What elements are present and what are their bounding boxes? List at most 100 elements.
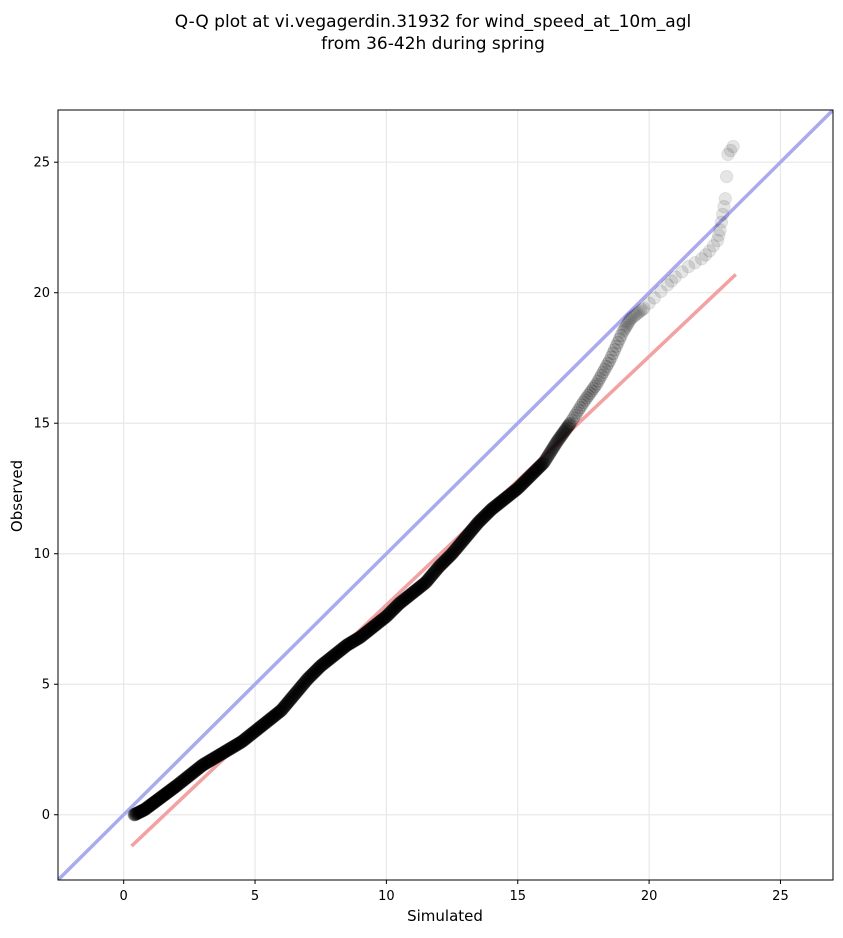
quantile-point xyxy=(421,573,435,587)
quantile-point xyxy=(459,529,474,544)
quantile-point xyxy=(541,448,556,462)
quantile-point xyxy=(276,701,290,715)
quantile-point xyxy=(550,434,564,449)
quantile-point xyxy=(390,598,405,612)
quantile-point xyxy=(130,806,144,821)
quantile-point xyxy=(270,706,285,721)
quantile-point xyxy=(309,663,323,678)
quantile-point xyxy=(621,317,635,331)
quantile-point xyxy=(543,446,557,460)
quantile-point xyxy=(129,807,143,821)
quantile-point xyxy=(149,794,163,809)
quantile-point xyxy=(296,677,311,691)
quantile-point xyxy=(389,599,403,614)
quantile-point xyxy=(286,689,300,703)
quantile-point xyxy=(559,422,574,436)
quantile-point xyxy=(161,785,175,799)
quantile-point xyxy=(444,547,459,562)
quantile-point xyxy=(251,721,266,736)
x-tick-label: 25 xyxy=(772,889,789,904)
quantile-point xyxy=(591,374,605,388)
quantile-point xyxy=(344,636,358,650)
quantile-point xyxy=(407,584,422,599)
quantile-point xyxy=(596,365,610,380)
quantile-point xyxy=(449,541,464,555)
quantile-point xyxy=(185,766,199,781)
quantile-point xyxy=(218,744,233,759)
quantile-point xyxy=(287,688,301,703)
quantile-point xyxy=(140,801,154,815)
quantile-point xyxy=(487,500,501,514)
quantile-point xyxy=(407,585,421,599)
quantile-point xyxy=(275,702,289,717)
quantile-point xyxy=(510,482,524,496)
quantile-point xyxy=(374,613,388,628)
quantile-point xyxy=(316,657,331,671)
quantile-point xyxy=(476,511,490,525)
quantile-point xyxy=(218,745,232,759)
quantile-point xyxy=(398,592,412,606)
quantile-point xyxy=(576,395,591,410)
quantile-point xyxy=(321,653,336,667)
quantile-point xyxy=(386,602,401,616)
quantile-point xyxy=(245,727,259,741)
quantile-point xyxy=(481,505,495,520)
quantile-point xyxy=(379,609,394,624)
quantile-point xyxy=(619,320,633,334)
quantile-point xyxy=(373,614,388,628)
quantile-point xyxy=(167,780,182,794)
quantile-point xyxy=(156,788,171,803)
quantile-point xyxy=(447,544,461,559)
quantile-point xyxy=(514,477,529,492)
quantile-point xyxy=(504,486,518,501)
quantile-point xyxy=(451,539,465,554)
quantile-point xyxy=(207,751,222,765)
quantile-point xyxy=(367,619,382,633)
y-tick-label: 10 xyxy=(33,547,50,562)
quantile-point xyxy=(450,540,465,555)
quantile-point xyxy=(527,465,541,479)
quantile-point xyxy=(359,625,374,639)
quantile-point xyxy=(609,339,623,353)
quantile-point xyxy=(455,534,470,548)
quantile-point xyxy=(482,504,497,519)
quantile-point xyxy=(330,646,344,660)
quantile-point xyxy=(518,473,533,488)
quantile-point xyxy=(154,790,169,804)
quantile-point xyxy=(372,615,386,629)
quantile-point xyxy=(383,605,398,620)
quantile-point xyxy=(430,561,445,576)
quantile-point xyxy=(391,597,405,612)
quantile-point xyxy=(306,667,320,681)
quantile-point xyxy=(470,517,484,531)
quantile-point xyxy=(402,588,417,603)
quantile-point xyxy=(346,634,360,649)
quantile-point xyxy=(412,580,426,595)
quantile-point xyxy=(419,574,434,589)
quantile-point xyxy=(384,605,398,619)
quantile-point xyxy=(191,761,206,775)
quantile-point xyxy=(243,728,258,742)
quantile-point xyxy=(281,695,295,710)
quantile-point xyxy=(149,794,163,808)
quantile-point xyxy=(346,634,361,648)
quantile-point xyxy=(360,624,375,639)
quantile-point xyxy=(227,739,242,753)
quantile-point xyxy=(368,618,382,632)
quantile-point xyxy=(411,582,425,596)
quantile-point xyxy=(339,638,354,653)
quantile-point xyxy=(432,560,446,574)
quantile-point xyxy=(486,501,500,516)
quantile-point xyxy=(387,601,401,616)
quantile-point xyxy=(503,487,518,501)
quantile-point xyxy=(226,740,241,754)
quantile-point xyxy=(556,426,570,440)
quantile-point xyxy=(514,478,528,492)
quantile-point xyxy=(714,215,729,229)
quantile-point xyxy=(177,773,191,787)
quantile-point xyxy=(159,786,173,801)
quantile-point xyxy=(196,758,210,772)
quantile-point xyxy=(545,443,559,457)
quantile-point xyxy=(304,668,319,682)
quantile-point xyxy=(312,661,326,675)
